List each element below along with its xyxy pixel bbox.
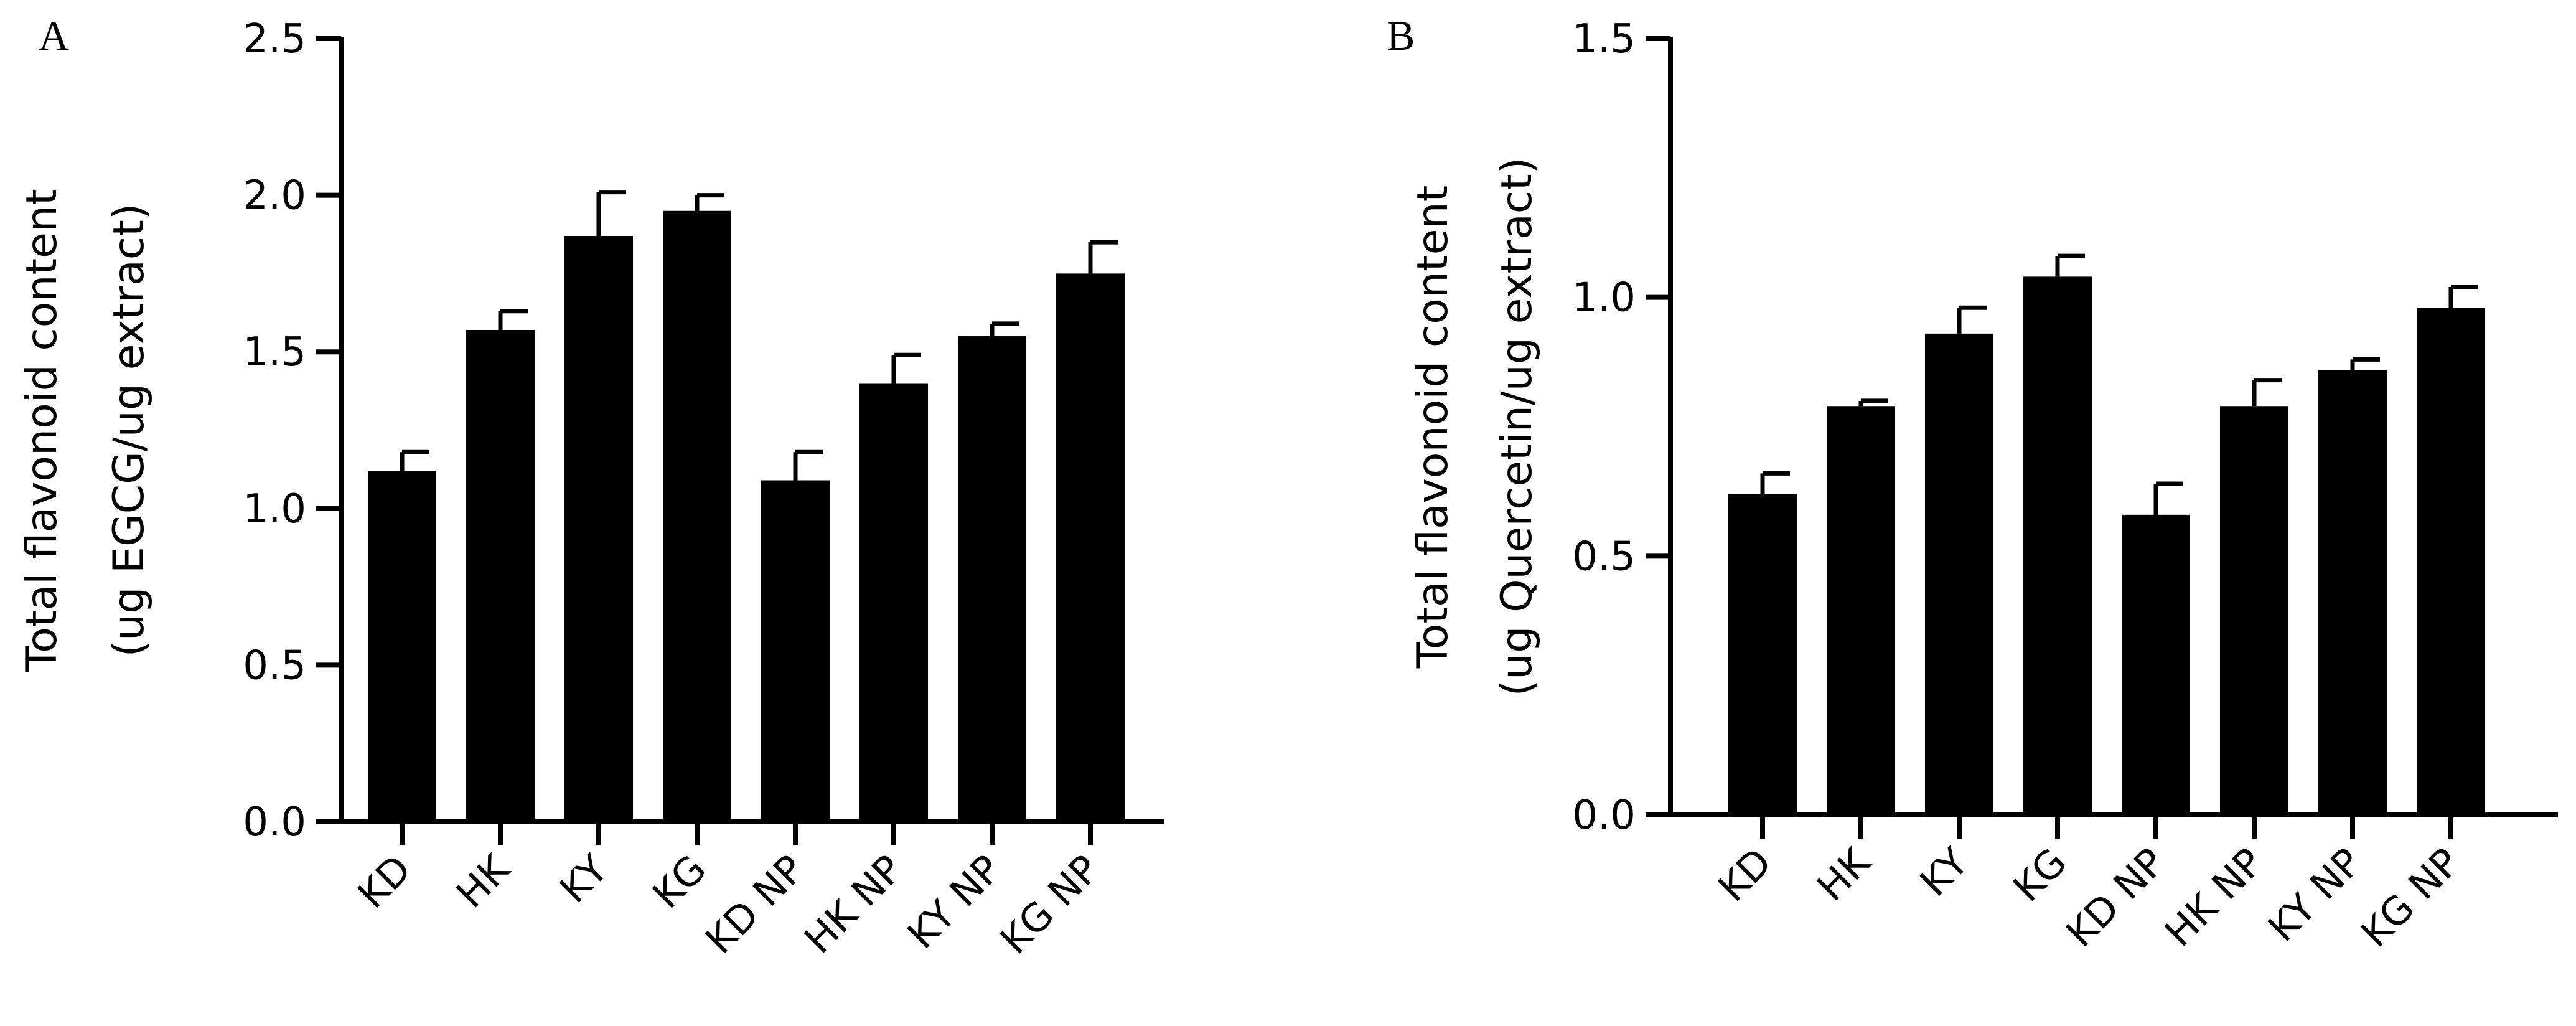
y-tick-label: 2.5 — [243, 16, 306, 62]
y-tick-label: 0.0 — [243, 799, 306, 845]
bar-kg — [2023, 276, 2092, 815]
y-tick-label: 1.0 — [1572, 275, 1636, 321]
x-tick-label: KG — [644, 846, 714, 917]
bar-kg — [663, 210, 731, 822]
y-tick-label: 0.0 — [1572, 793, 1636, 839]
bar-kg-np — [1056, 273, 1125, 822]
y-tick-label: 1.5 — [1572, 16, 1636, 62]
bar-kd — [368, 471, 436, 822]
bar-hk — [466, 329, 535, 822]
x-tick-label: KY NP — [2259, 839, 2371, 951]
panel-a: A Total flavonoid content (ug EGCG/ug extr… — [17, 12, 1164, 963]
x-tick-label: KG NP — [2352, 839, 2469, 956]
x-tick-label: HK — [447, 845, 518, 916]
bar-hk-np — [2220, 406, 2288, 815]
x-tick-label: KD NP — [2057, 839, 2173, 956]
y-tick-label: 0.5 — [1572, 534, 1636, 580]
y-tick-label: 1.5 — [243, 329, 306, 375]
bar-hk — [1827, 406, 1895, 815]
bar-kd-np — [761, 480, 830, 822]
x-tick-label: HK — [1808, 839, 1879, 910]
x-tick-label: KD — [1709, 839, 1780, 910]
y-tick-label: 0.5 — [243, 642, 306, 689]
bar-kg-np — [2417, 308, 2485, 815]
y-tick-label: 1.0 — [243, 486, 306, 532]
bar-hk-np — [859, 383, 928, 822]
x-tick-label: KD — [349, 846, 419, 917]
x-tick-label: KG NP — [991, 846, 1108, 963]
y-axis-title-line-2: (ug EGCG/ug extract) — [105, 204, 154, 657]
bar-ky — [1925, 333, 1993, 815]
y-axis-title-line-2: (ug Quercetin/ug extract) — [1492, 158, 1542, 697]
bar-kd-np — [2122, 514, 2190, 815]
bar-ky — [564, 236, 633, 822]
x-tick-label: KY — [1911, 839, 1977, 905]
y-axis-title-line-1: Total flavonoid content — [1408, 186, 1458, 669]
x-tick-label: KG — [2004, 839, 2075, 910]
panel-letter: B — [1387, 12, 1415, 59]
x-tick-label: HK NP — [795, 846, 912, 962]
y-tick-label: 2.0 — [243, 173, 306, 219]
x-tick-label: KD NP — [696, 846, 813, 962]
x-tick-label: KY NP — [899, 846, 1010, 958]
x-tick-label: HK NP — [2156, 839, 2272, 956]
panel-letter: A — [39, 12, 69, 59]
bar-kd — [1728, 494, 1797, 815]
bar-ky-np — [2318, 370, 2387, 815]
y-axis-title-line-1: Total flavonoid content — [17, 189, 67, 672]
bar-ky-np — [958, 336, 1026, 822]
panel-b: B Total flavonoid content (ug Quercetin/ug… — [1387, 12, 2558, 956]
x-tick-label: KY — [551, 846, 617, 912]
